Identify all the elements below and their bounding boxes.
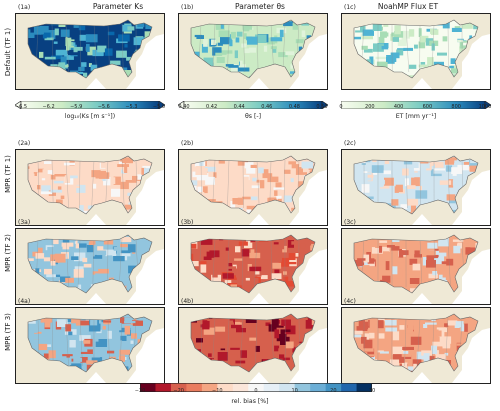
colorbar-tick-label: −5.6 [97,104,110,110]
colorbar-et [340,94,492,110]
map-panel: (4a) [15,298,165,384]
us-map [179,150,327,225]
us-map [179,229,327,304]
colorbar-bias [140,377,373,392]
row-label-mpr-tf2: MPR (TF 2) [4,234,12,272]
panel-label: (3c) [344,219,356,226]
us-map [342,308,490,383]
map-panel: (1b) [178,4,328,90]
colorbar-tick-label: −6.5 [14,104,28,110]
bias-tick-label: 10 [291,388,298,394]
row-label-mpr-tf1: MPR (TF 1) [4,155,12,193]
bias-tick-label: 30 [368,388,376,394]
bias-tick-label: −30 [134,388,146,394]
colorbar-tick-label: 0.42 [206,104,218,110]
map-panel: (2b) [178,140,328,226]
panel-label: (1c) [344,4,356,11]
colorbar-tick-label: 0.50 [316,104,328,110]
map-panel: (4b) [178,298,328,384]
us-map [179,14,327,89]
colorbar-tick-label: −5.9 [70,104,83,110]
panel-label: (2c) [344,140,356,147]
map-panel: (3b) [178,219,328,305]
colorbar-bias-label: rel. bias [%] [231,398,269,405]
map-panel: (3a) [15,219,165,305]
colorbar-tick-label: 0.40 [178,104,190,110]
us-map [342,14,490,89]
panel-label: (4a) [18,298,31,305]
colorbar-tick-label: 0.46 [261,104,273,110]
us-map [16,150,164,225]
panel-label: (1a) [18,4,31,11]
us-map [342,150,490,225]
colorbar-tick-label: 1000 [478,104,492,110]
colorbar-tick-label: 0.44 [233,104,245,110]
us-map [16,308,164,383]
us-map [16,229,164,304]
row-label-default: Default (TF 1) [4,27,12,77]
bias-tick-label: 20 [330,388,337,394]
colorbar-tick-label: −6.2 [42,104,55,110]
colorbar-tick-label: −5.3 [125,104,138,110]
colorbar-tick-label: −5.0 [152,104,166,110]
panel-label: (3b) [181,219,194,226]
bias-tick-label: −10 [212,388,223,394]
map-panel: (1c) [341,4,491,90]
map-panel: (3c) [341,219,491,305]
colorbar-tick-label: 600 [422,104,433,110]
us-map [16,14,164,89]
colorbar-tick-label: 0 [339,104,343,110]
colorbar-tick-label: 800 [451,104,461,110]
colorbar-tick-label: 200 [365,104,375,110]
us-map [342,229,490,304]
colorbar-theta-label: θs [-] [244,113,262,120]
colorbar-theta [177,94,329,110]
bias-tick-label: −20 [173,388,184,394]
row-label-mpr-tf3: MPR (TF 3) [4,313,12,351]
panel-label: (4c) [344,298,356,305]
column-title-ks: Parameter Ks [92,2,144,11]
bias-tick-label: 0 [254,388,258,394]
map-panel: (2a) [15,140,165,226]
panel-label: (2a) [18,140,31,147]
colorbar-ks [14,94,166,110]
colorbar-tick-label: 0.48 [288,104,300,110]
panel-label: (2b) [181,140,194,147]
panel-label: (4b) [181,298,194,305]
colorbar-tick-label: 400 [393,104,404,110]
map-panel: (4c) [341,298,491,384]
us-map [179,308,327,383]
column-title-theta: Parameter θs [235,2,285,11]
map-panel: (1a) [15,4,165,90]
column-title-et: NoahMP Flux ET [377,2,439,11]
colorbar-ks-label: log₁₀(Ks [m s⁻¹]) [64,113,116,120]
panel-label: (3a) [18,219,31,226]
map-panel: (2c) [341,140,491,226]
colorbar-et-label: ET [mm yr⁻¹] [395,113,437,120]
panel-label: (1b) [181,4,194,11]
